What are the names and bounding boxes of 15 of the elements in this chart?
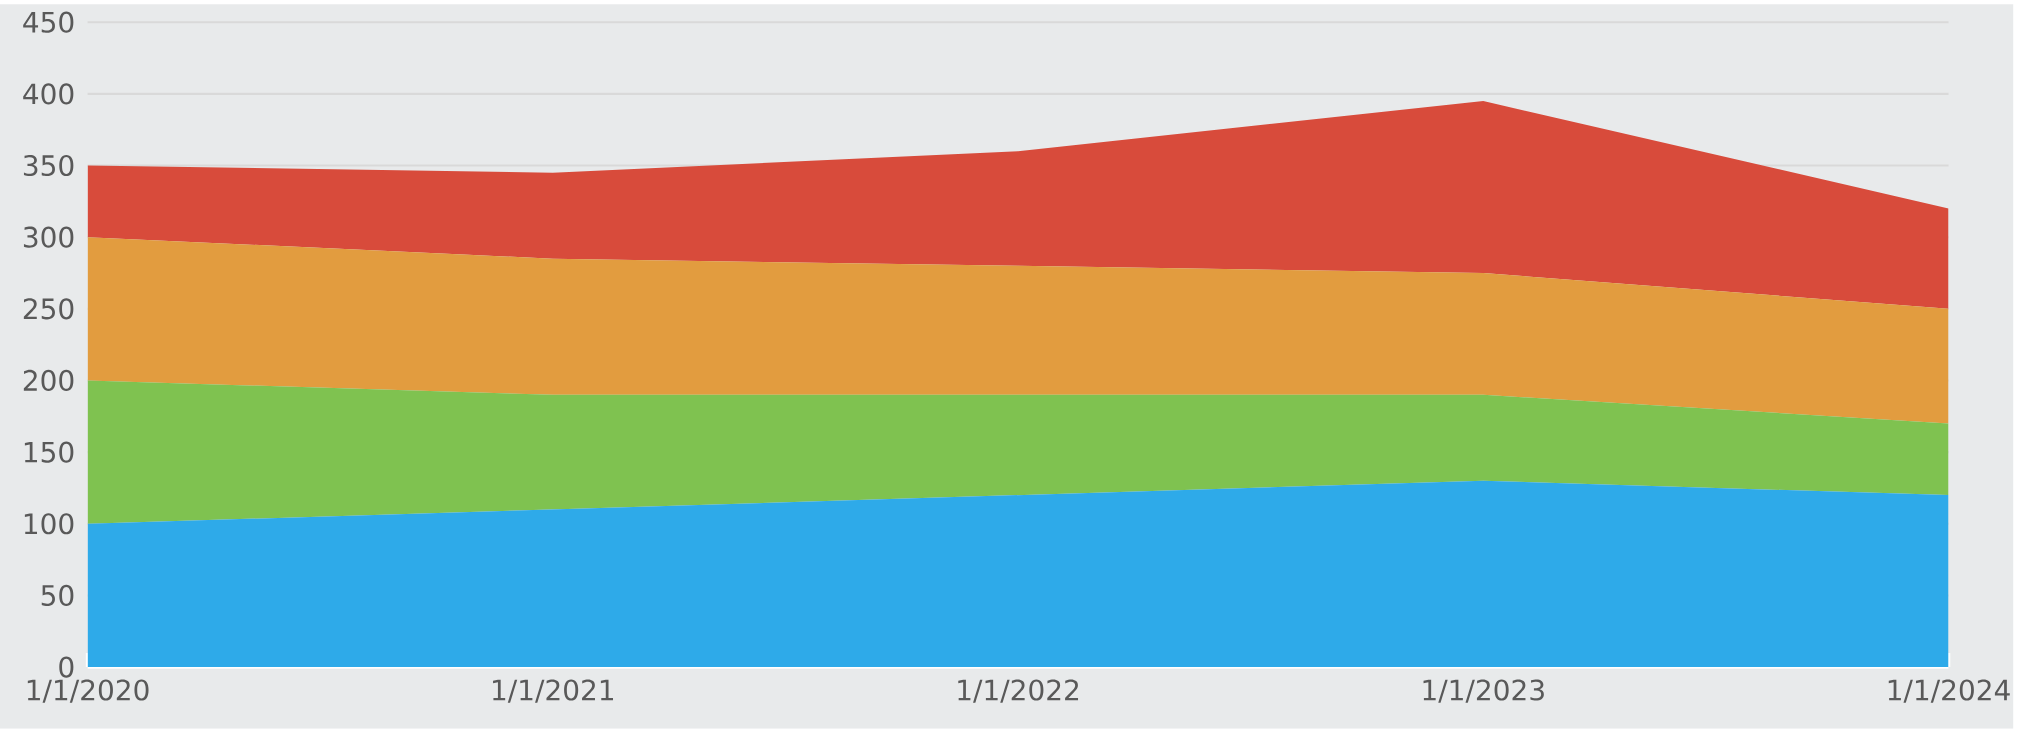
x-tick-label: 1/1/2023 [1423,679,1544,703]
y-tick-label: 450 [23,11,74,33]
x-tick-label: 1/1/2022 [958,679,1079,703]
y-tick-label: 400 [23,83,74,105]
y-tick-label: 0 [59,656,74,678]
x-tick-label: 1/1/2020 [27,679,149,703]
y-tick-label: 200 [23,369,74,392]
x-tick-label: 1/1/2021 [493,679,614,703]
y-tick-label: 300 [23,226,74,248]
y-tick-label: 350 [23,155,74,177]
y-tick-label: 250 [23,298,74,320]
y-tick-label: 150 [24,441,74,463]
x-tick-label: 1/1/2024 [1888,679,2010,703]
y-tick-label: 100 [24,513,74,535]
y-tick-label: 50 [41,584,74,607]
